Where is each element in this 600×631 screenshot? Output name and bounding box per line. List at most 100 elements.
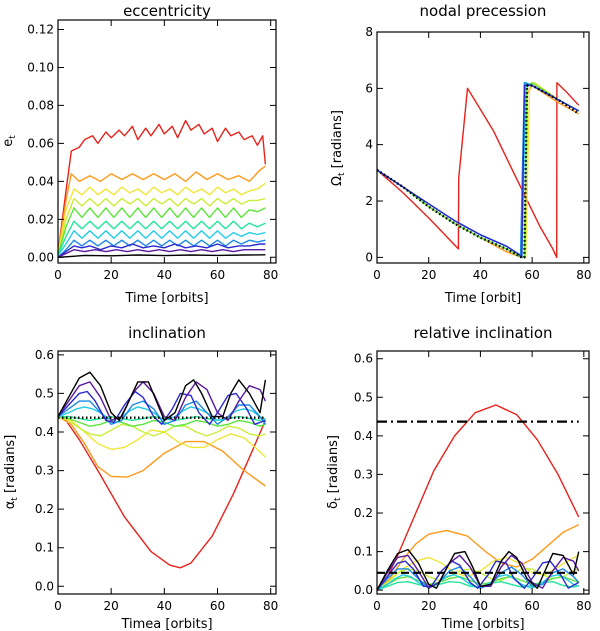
panel-inclination: inclination 0 20 40 60 800.00.10.20.30.40.50… [3, 324, 278, 631]
x-tick-label: 0 [373, 268, 381, 282]
x-tick-label: 20 [104, 599, 119, 613]
y-axis-label: et [1, 135, 18, 147]
panel-relative-inclination: relative inclination 0 20 40 60 800.00.10.20… [326, 324, 591, 631]
x-tick-label: 80 [263, 599, 278, 613]
y-tick-label: 2 [365, 194, 373, 208]
series-line-purple [58, 249, 266, 258]
series-group [377, 404, 580, 591]
x-tick-label: 40 [157, 268, 172, 282]
y-tick-label: 0.04 [27, 174, 54, 188]
series-line-yellow [58, 182, 266, 256]
y-tick-label: 0.3 [35, 464, 54, 478]
x-tick-label: 80 [576, 268, 591, 282]
y-tick-label: 0.08 [27, 98, 54, 112]
panel-title: nodal precession [420, 2, 547, 20]
series-line-green [58, 207, 266, 256]
x-tick-label: 20 [421, 268, 436, 282]
y-tick-label: 0.5 [35, 386, 54, 400]
series-line-black [377, 548, 580, 591]
axes-frame [57, 350, 277, 595]
series-line-blue [377, 84, 580, 259]
series-line-seagreen [58, 220, 266, 256]
series-line-black [58, 371, 267, 422]
y-tick-label: 0.10 [27, 60, 54, 74]
series-line-blue [377, 560, 580, 591]
series-line-yellowgreen [58, 415, 266, 437]
plot-area: 0 20 40 60 80 0.0 0.1 0.2 0.3 0.4 0.5 0.6 [354, 350, 591, 613]
x-tick-label: 0 [54, 268, 62, 282]
x-axis-label: Time [orbits] [440, 617, 524, 631]
series-line-red [58, 119, 267, 254]
x-tick-label: 0 [54, 599, 62, 613]
y-tick-label: 0.2 [35, 502, 54, 516]
y-tick-label: 6 [365, 81, 373, 95]
y-tick-label: 0 [365, 250, 373, 264]
panel-nodal-precession: nodal precession 0 20 40 60 80 0 2 4 6 8 Time [or… [330, 2, 591, 306]
x-tick-label: 40 [473, 599, 488, 613]
series-line-orange [377, 523, 580, 591]
series-group [377, 82, 580, 259]
y-tick-label: 0.4 [354, 429, 373, 443]
y-tick-label: 0.1 [35, 541, 54, 555]
y-tick-label: 0.5 [354, 390, 373, 404]
y-tick-label: 0.1 [354, 545, 373, 559]
y-tick-label: 0.2 [354, 506, 373, 520]
series-line-red [377, 82, 580, 259]
y-tick-label: 0.6 [354, 352, 373, 366]
x-tick-label: 40 [473, 268, 488, 282]
series-line-red [58, 415, 267, 569]
panel-eccentricity: eccentricity 0 20 40 60 80 0.00 0.02 0.04 0.06 0.… [1, 2, 278, 306]
y-tick-label: 0.00 [27, 250, 54, 264]
series-group [58, 119, 267, 258]
axes-frame [376, 31, 590, 264]
y-tick-label: 0.02 [27, 212, 54, 226]
series-line-green [58, 415, 266, 427]
axes-frame [57, 19, 277, 264]
plot-area: 0 20 40 60 80 0.0 0.1 0.2 0.3 0.4 0.5 0.6 [35, 348, 278, 613]
series-line-blue [58, 243, 266, 258]
y-axis-label: δt [radians] [326, 435, 343, 509]
series-line-orange [58, 165, 266, 254]
x-tick-label: 20 [104, 268, 119, 282]
x-tick-label: 20 [421, 599, 436, 613]
x-tick-label: 60 [210, 268, 225, 282]
overlay-line-mean-precession-dotted [377, 84, 580, 259]
y-tick-label: 0.12 [27, 22, 54, 36]
plot-area: 0 20 40 60 80 0 2 4 6 8 [365, 25, 591, 282]
y-tick-label: 0.06 [27, 136, 54, 150]
x-tick-label: 0 [373, 599, 381, 613]
x-axis-label: Time [orbits] [124, 291, 208, 306]
panel-title: relative inclination [413, 324, 552, 342]
x-tick-label: 60 [524, 268, 539, 282]
plot-area: 0 20 40 60 80 0.00 0.02 0.04 0.06 0.08 0.10 0.12 [27, 19, 278, 282]
series-line-black [58, 254, 266, 258]
y-tick-label: 0.0 [35, 579, 54, 593]
series-line-purple [58, 381, 267, 422]
panel-title: eccentricity [123, 2, 211, 20]
x-tick-label: 60 [524, 599, 539, 613]
y-tick-label: 0.6 [35, 348, 54, 362]
series-line-cyan [58, 230, 266, 256]
x-tick-label: 60 [210, 599, 225, 613]
y-tick-label: 0.3 [354, 467, 373, 481]
y-tick-label: 4 [365, 138, 373, 152]
series-line-orange [58, 415, 266, 487]
panel-title: inclination [128, 324, 206, 342]
y-tick-label: 8 [365, 25, 373, 39]
series-line-seagreen [377, 581, 579, 591]
y-axis-label: αt [radians] [3, 435, 20, 510]
x-axis-label: Timea [orbits] [120, 617, 212, 631]
axes-frame [376, 350, 590, 595]
x-tick-label: 80 [576, 599, 591, 613]
y-tick-label: 0.4 [35, 425, 54, 439]
series-line-yellowgreen [58, 197, 266, 256]
x-axis-label: Time [orbit] [444, 291, 521, 306]
y-axis-label: Ωt [radians] [330, 110, 347, 186]
series-group [58, 371, 267, 569]
x-tick-label: 80 [263, 268, 278, 282]
series-line-lightblue [58, 239, 266, 258]
y-tick-label: 0.0 [354, 583, 373, 597]
x-tick-label: 40 [157, 599, 172, 613]
